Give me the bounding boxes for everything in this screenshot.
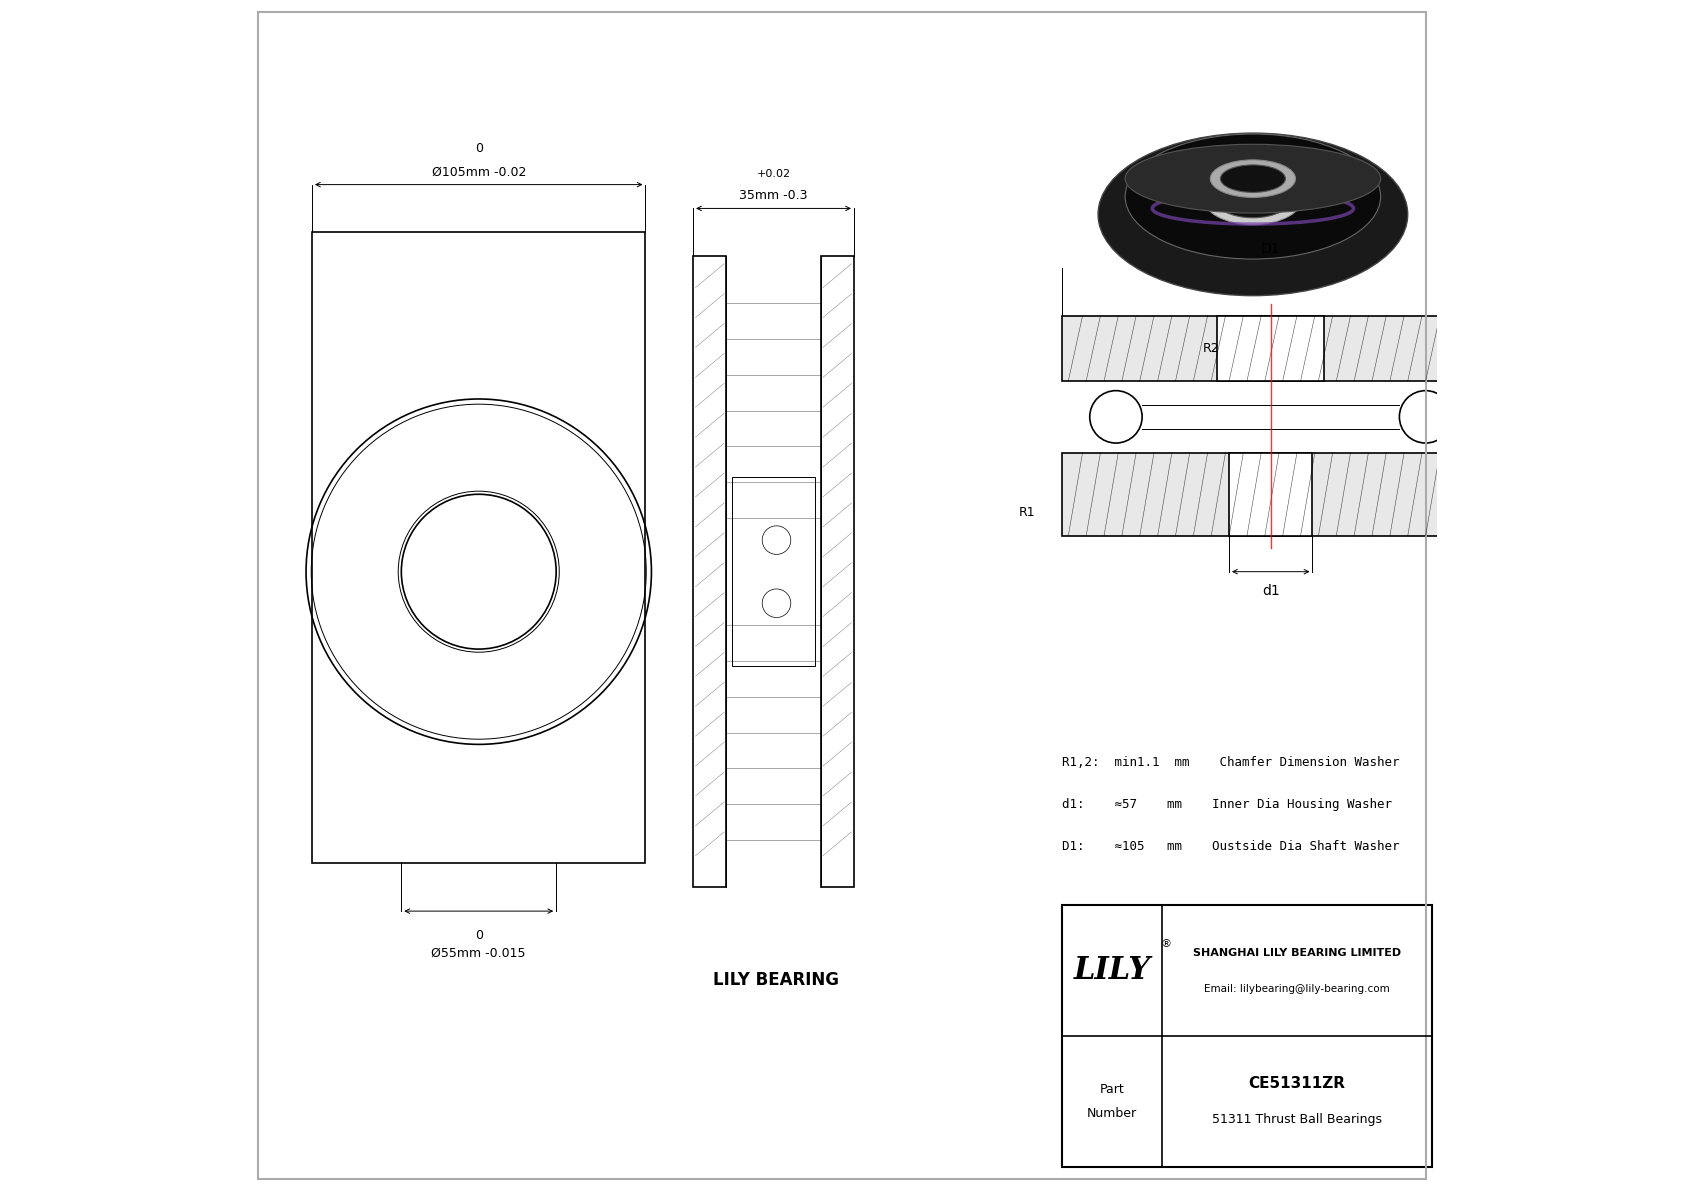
Text: R2: R2	[1202, 342, 1219, 355]
Text: Number: Number	[1088, 1108, 1137, 1120]
Text: LILY BEARING: LILY BEARING	[714, 971, 840, 989]
Text: d1: d1	[1261, 584, 1280, 598]
Text: SHANGHAI LILY BEARING LIMITED: SHANGHAI LILY BEARING LIMITED	[1192, 948, 1401, 958]
Text: Part: Part	[1100, 1084, 1125, 1096]
Bar	[1063, 453, 1479, 536]
Circle shape	[1399, 391, 1452, 443]
Bar	[1063, 905, 1431, 1167]
Text: Ø105mm -0.02: Ø105mm -0.02	[431, 166, 525, 179]
Circle shape	[1090, 391, 1142, 443]
Ellipse shape	[1098, 133, 1408, 295]
Text: R1,2:  min1.1  mm    Chamfer Dimension Washer: R1,2: min1.1 mm Chamfer Dimension Washer	[1063, 756, 1399, 769]
Text: LILY: LILY	[1074, 955, 1150, 986]
Ellipse shape	[1212, 175, 1293, 218]
Ellipse shape	[1221, 164, 1285, 193]
Circle shape	[763, 526, 791, 555]
Text: +0.02: +0.02	[756, 169, 790, 179]
Text: R1: R1	[1019, 506, 1036, 518]
Text: 35mm -0.3: 35mm -0.3	[739, 189, 808, 202]
Text: ®: ®	[1160, 940, 1172, 949]
Bar	[694, 256, 726, 887]
Text: D1: D1	[1261, 242, 1280, 256]
Bar	[312, 232, 645, 863]
Text: 51311 Thrust Ball Bearings: 51311 Thrust Ball Bearings	[1212, 1114, 1383, 1125]
Text: d1:    ≈57    mm    Inner Dia Housing Washer: d1: ≈57 mm Inner Dia Housing Washer	[1063, 798, 1393, 811]
Text: 0: 0	[475, 929, 483, 942]
Text: 0: 0	[475, 142, 483, 155]
Text: Ø55mm -0.015: Ø55mm -0.015	[431, 947, 525, 960]
Bar	[820, 256, 854, 887]
Ellipse shape	[1202, 168, 1303, 225]
Circle shape	[763, 588, 791, 617]
Bar	[1229, 453, 1312, 536]
Ellipse shape	[1125, 133, 1381, 260]
Text: CE51311ZR: CE51311ZR	[1248, 1077, 1346, 1091]
Bar	[1218, 316, 1324, 381]
Bar	[733, 476, 815, 667]
Text: Email: lilybearing@lily-bearing.com: Email: lilybearing@lily-bearing.com	[1204, 984, 1389, 993]
Text: D1:    ≈105   mm    Oustside Dia Shaft Washer: D1: ≈105 mm Oustside Dia Shaft Washer	[1063, 840, 1399, 853]
Ellipse shape	[1125, 144, 1381, 213]
Ellipse shape	[1211, 160, 1295, 198]
Bar	[1063, 316, 1479, 381]
